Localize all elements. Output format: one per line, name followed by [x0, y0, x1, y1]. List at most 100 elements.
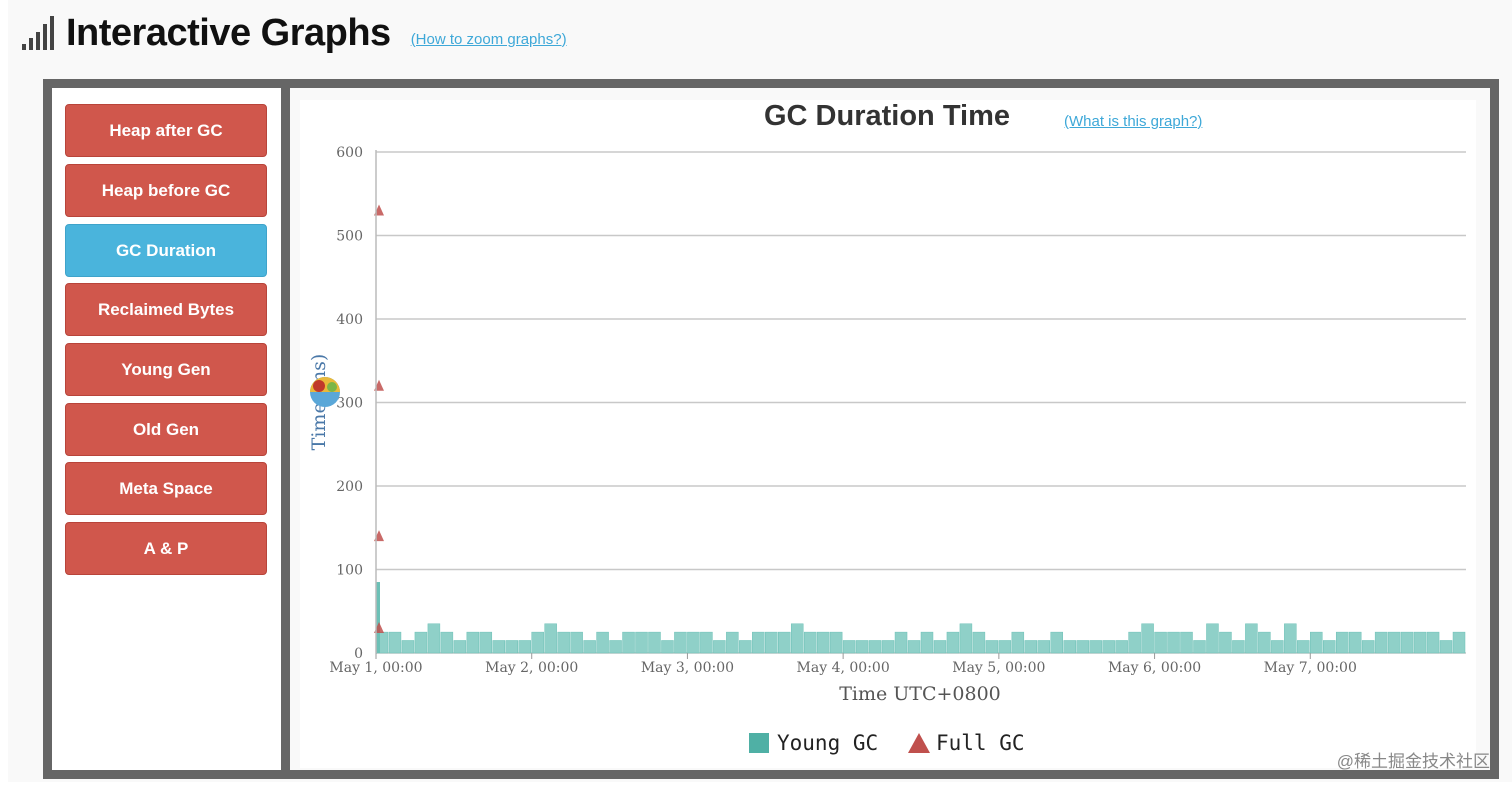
- young-gc-bar: [1024, 640, 1038, 654]
- y-axis-tick-labels: 0 100 200 300 400 500 600: [336, 145, 363, 662]
- young-gc-bar: [1037, 640, 1051, 654]
- young-gc-bar: [1141, 623, 1154, 654]
- young-gc-bar: [1102, 640, 1115, 654]
- young-gc-bar: [1413, 631, 1427, 654]
- young-gc-bar: [1374, 631, 1388, 654]
- nav-heap-before-gc-button[interactable]: Heap before GC: [65, 164, 267, 217]
- young-gc-bar: [414, 631, 428, 654]
- young-gc-bar: [557, 631, 570, 654]
- young-gc-bar: [1245, 623, 1258, 654]
- x-axis-label: Time UTC+0800: [839, 683, 1001, 705]
- young-gc-bar: [829, 631, 843, 654]
- x-tick-label: May 2, 00:00: [485, 660, 578, 676]
- young-gc-bar: [1115, 640, 1128, 654]
- young-gc-bar: [1335, 631, 1349, 654]
- x-tick-label: May 7, 00:00: [1264, 660, 1357, 676]
- young-gc-bar: [531, 631, 544, 654]
- nav-young-gen-button[interactable]: Young Gen: [65, 343, 267, 396]
- x-tick-label: May 5, 00:00: [952, 660, 1045, 676]
- young-gc-bar: [1400, 631, 1414, 654]
- nav-heap-after-gc-button[interactable]: Heap after GC: [65, 104, 267, 157]
- young-gc-bar: [1361, 640, 1375, 654]
- young-gc-bar: [765, 631, 778, 654]
- y-tick-label: 100: [336, 563, 363, 579]
- young-gc-bar: [985, 640, 999, 654]
- young-gc-bar: [1193, 640, 1206, 654]
- young-gc-bar: [752, 631, 765, 654]
- young-gc-bar: [583, 640, 596, 654]
- young-gc-bar: [622, 631, 635, 654]
- nav-gc-duration-button[interactable]: GC Duration: [65, 224, 267, 277]
- young-gc-bar: [505, 640, 518, 654]
- chart-legend[interactable]: Young GC Full GC: [749, 731, 1025, 755]
- young-gc-bar: [1154, 631, 1167, 654]
- young-gc-bar: [635, 631, 648, 654]
- young-gc-bar: [440, 631, 454, 654]
- nav-meta-space-button[interactable]: Meta Space: [65, 462, 267, 515]
- y-tick-label: 500: [336, 229, 363, 245]
- y-tick-label: 0: [354, 646, 363, 662]
- x-tick-label: May 3, 00:00: [641, 660, 734, 676]
- young-gc-bar: [972, 631, 986, 654]
- young-gc-bar: [1206, 623, 1219, 654]
- young-gc-bar: [790, 623, 804, 654]
- young-gc-bar: [1387, 631, 1401, 654]
- young-gc-bar: [453, 640, 467, 654]
- young-gc-bar: [1050, 631, 1063, 654]
- y-tick-label: 600: [336, 145, 363, 161]
- young-gc-bar: [920, 631, 934, 654]
- signal-bars-icon: [22, 16, 54, 50]
- young-gc-bar: [855, 640, 869, 654]
- young-gc-bar: [1180, 631, 1193, 654]
- young-gc-bar: [959, 623, 973, 654]
- young-gc-bar: [1232, 640, 1245, 654]
- legend-full-gc-triangle-icon: [908, 733, 930, 753]
- young-gc-bar: [1011, 631, 1025, 654]
- young-gc-bar: [739, 640, 752, 654]
- young-gc-bar: [1089, 640, 1102, 654]
- young-gc-bar: [700, 631, 713, 654]
- young-gc-bar: [1323, 640, 1336, 654]
- young-gc-bar: [1310, 631, 1323, 654]
- legend-full-gc-label[interactable]: Full GC: [936, 731, 1025, 755]
- floating-badge-icon[interactable]: [310, 377, 340, 407]
- x-tick-label: May 1, 00:00: [329, 660, 422, 676]
- how-to-zoom-link[interactable]: (How to zoom graphs?): [410, 30, 567, 48]
- young-gc-bar: [648, 631, 661, 654]
- young-gc-bar: [778, 631, 791, 654]
- young-gc-bar: [1076, 640, 1089, 654]
- young-gc-bar: [1297, 640, 1310, 654]
- x-tick-label: May 6, 00:00: [1108, 660, 1201, 676]
- young-gc-bar: [1219, 631, 1232, 654]
- young-gc-bar: [1063, 640, 1076, 654]
- what-is-this-graph-link[interactable]: (What is this graph?): [1064, 113, 1203, 130]
- x-tick-label: May 4, 00:00: [797, 660, 890, 676]
- young-gc-bar: [713, 640, 726, 654]
- young-gc-bar: [816, 631, 830, 654]
- young-gc-bar: [479, 631, 493, 654]
- young-gc-bar: [609, 640, 622, 654]
- young-gc-bars: [375, 582, 1466, 654]
- young-gc-bar: [674, 631, 687, 654]
- young-gc-bar: [894, 631, 908, 654]
- legend-young-gc-label[interactable]: Young GC: [777, 731, 878, 755]
- young-gc-bar: [544, 623, 557, 654]
- young-gc-bar: [1348, 631, 1362, 654]
- young-gc-bar: [1426, 631, 1440, 654]
- y-tick-label: 400: [336, 312, 363, 328]
- young-gc-bar: [427, 623, 441, 654]
- chart-canvas-area: [300, 100, 1476, 768]
- nav-a-and-p-button[interactable]: A & P: [65, 522, 267, 575]
- young-gc-bar: [388, 631, 402, 654]
- young-gc-bar: [570, 631, 583, 654]
- nav-reclaimed-bytes-button[interactable]: Reclaimed Bytes: [65, 283, 267, 336]
- watermark-text: @稀土掘金技术社区: [1336, 752, 1490, 771]
- nav-old-gen-button[interactable]: Old Gen: [65, 403, 267, 456]
- young-gc-bar: [868, 640, 882, 654]
- chart-title: GC Duration Time: [764, 100, 1010, 132]
- young-gc-bar: [881, 640, 895, 654]
- young-gc-bar: [1167, 631, 1180, 654]
- young-gc-bar: [1284, 623, 1297, 654]
- young-gc-bar: [1271, 640, 1284, 654]
